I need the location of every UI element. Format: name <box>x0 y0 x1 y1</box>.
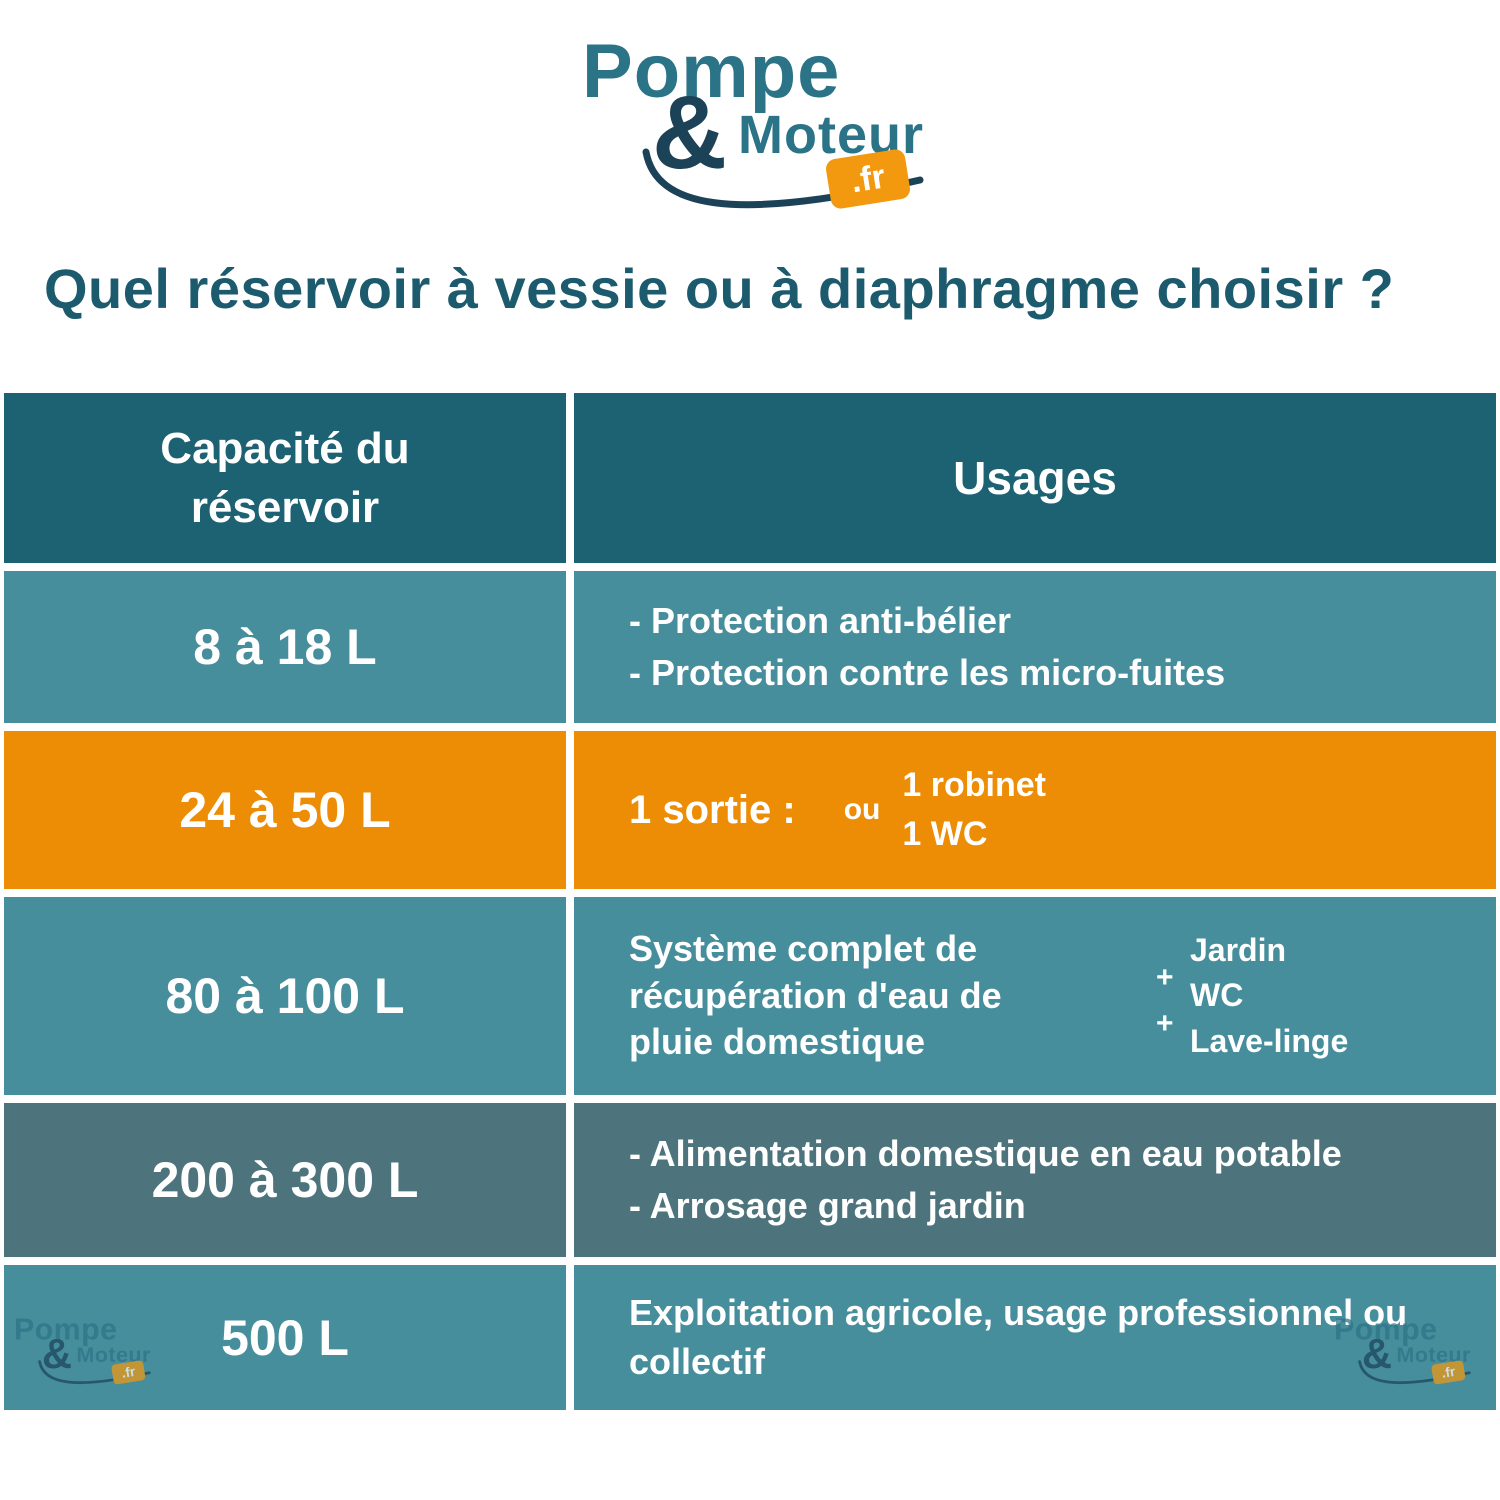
capacity-cell: 8 à 18 L <box>4 571 566 723</box>
system-text: Système complet de récupération d'eau de… <box>629 927 1002 1063</box>
sortie-option: 1 WC <box>902 815 988 853</box>
header-cell-capacity: Capacité du réservoir <box>4 393 566 563</box>
sortie-options: 1 robinet 1 WC <box>902 761 1046 860</box>
brand-logo: Pompe & Moteur .fr <box>572 28 972 238</box>
usage-text: Exploitation agricole, usage professionn… <box>629 1291 1408 1382</box>
usage-cell: Système complet de récupération d'eau de… <box>574 897 1496 1095</box>
watermark-logo: Pompe & Moteur .fr <box>1330 1312 1490 1396</box>
sortie-option: 1 robinet <box>902 765 1046 804</box>
sortie-ou-label: ou <box>843 793 881 826</box>
logo-word-pompe: Pompe <box>582 29 841 114</box>
capacity-value: 200 à 300 L <box>151 1152 419 1208</box>
logo-word-pompe: Pompe <box>14 1312 118 1347</box>
logo-word-pompe: Pompe <box>1334 1312 1438 1347</box>
header-cell-usages: Usages <box>574 393 1496 563</box>
usage-lines: - Alimentation domestique en eau potable… <box>574 1128 1342 1232</box>
usage-line: - Protection contre les micro-fuites <box>629 652 1226 693</box>
logo-ampersand: & <box>42 1330 73 1378</box>
table-row: 500 L Exploitation agricole, usage profe… <box>4 1265 1496 1410</box>
page-title: Quel réservoir à vessie ou à diaphragme … <box>44 257 1395 320</box>
sortie-group: 1 sortie : ou 1 robinet 1 WC <box>574 761 1046 860</box>
plus-line: Jardin <box>1156 928 1348 973</box>
plus-line: + WC <box>1156 961 1348 1018</box>
usage-cell: Exploitation agricole, usage professionn… <box>574 1265 1496 1410</box>
capacity-cell: 200 à 300 L <box>4 1103 566 1257</box>
capacity-cell: 24 à 50 L <box>4 731 566 889</box>
usage-lines: - Protection anti-bélier - Protection co… <box>574 595 1225 699</box>
usage-line: - Arrosage grand jardin <box>629 1185 1026 1226</box>
plus-sign-placeholder <box>1156 912 1190 957</box>
capacity-value: 24 à 50 L <box>179 782 391 838</box>
usage-line: - Protection anti-bélier <box>629 599 1012 641</box>
header-capacity-label: Capacité du réservoir <box>160 423 410 532</box>
system-group: Système complet de récupération d'eau de… <box>574 926 1496 1066</box>
table-row: 80 à 100 L Système complet de récupérati… <box>4 897 1496 1095</box>
plus-list: Jardin + WC + Lave-linge <box>1156 928 1348 1064</box>
plus-item: WC <box>1190 977 1244 1014</box>
header-usages-label: Usages <box>953 452 1117 504</box>
reservoir-table: Capacité du réservoir Usages 8 à 18 L - … <box>4 393 1496 1418</box>
logo-ampersand: & <box>1362 1330 1393 1378</box>
capacity-cell: 500 L <box>4 1265 566 1410</box>
capacity-cell: 80 à 100 L <box>4 897 566 1095</box>
usage-cell: - Alimentation domestique en eau potable… <box>574 1103 1496 1257</box>
capacity-value: 80 à 100 L <box>165 968 405 1024</box>
capacity-value: 500 L <box>221 1309 349 1366</box>
usage-cell: - Protection anti-bélier - Protection co… <box>574 571 1496 723</box>
sortie-label: 1 sortie : <box>629 787 796 832</box>
capacity-value: 8 à 18 L <box>193 619 377 675</box>
usage-line: - Alimentation domestique en eau potable <box>629 1132 1342 1174</box>
watermark-logo: Pompe & Moteur .fr <box>10 1312 170 1396</box>
table-row: 24 à 50 L 1 sortie : ou 1 robinet 1 WC <box>4 731 1496 889</box>
table-row: 200 à 300 L - Alimentation domestique en… <box>4 1103 1496 1257</box>
plus-icon: + <box>1156 1006 1174 1040</box>
plus-icon: + <box>1156 961 1174 995</box>
table-header-row: Capacité du réservoir Usages <box>4 393 1496 563</box>
usage-cell: 1 sortie : ou 1 robinet 1 WC <box>574 731 1496 889</box>
plus-line: + Lave-linge <box>1156 1007 1349 1064</box>
logo-ampersand: & <box>652 75 728 191</box>
plus-item: Jardin <box>1190 931 1287 968</box>
plus-item: Lave-linge <box>1190 1022 1349 1059</box>
table-row: 8 à 18 L - Protection anti-bélier - Prot… <box>4 571 1496 723</box>
